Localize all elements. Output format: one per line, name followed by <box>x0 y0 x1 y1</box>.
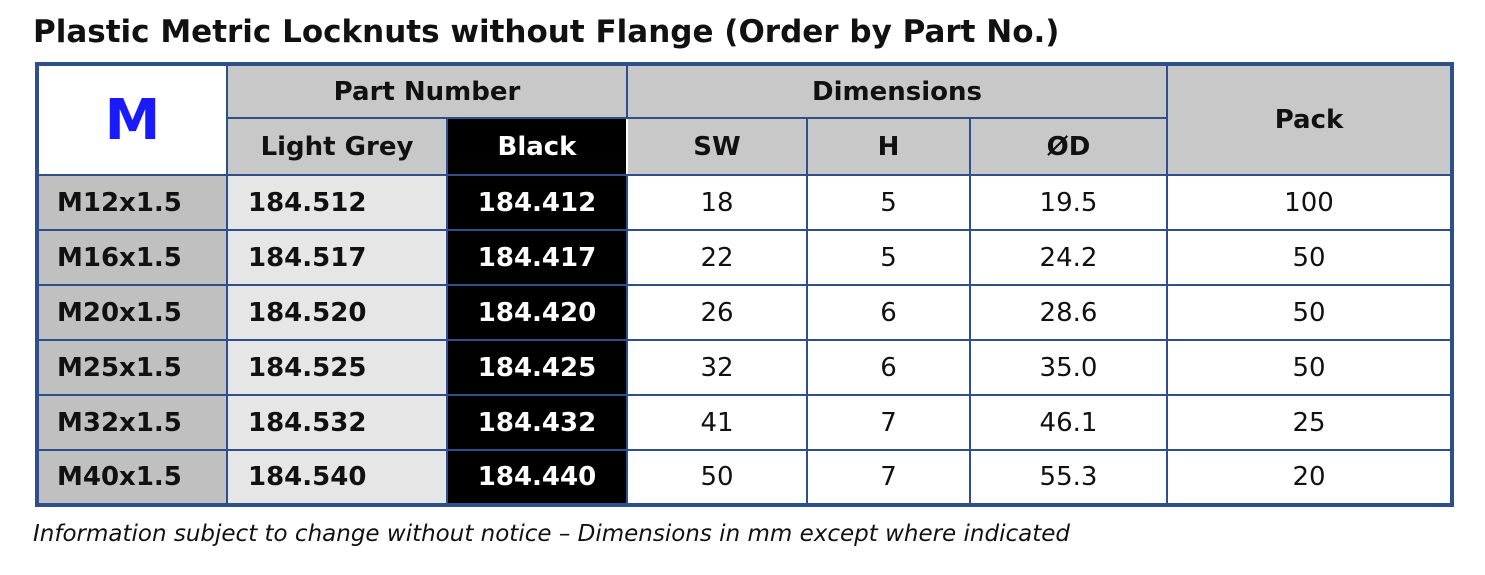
table-body: M Part Number Dimensions Pack Light Grey… <box>36 63 1453 506</box>
cell: 5 <box>806 174 971 231</box>
pack-header: Pack <box>1166 63 1453 176</box>
cell: 184.417 <box>446 229 628 286</box>
cell: 5 <box>806 229 971 286</box>
cell: 22 <box>626 229 808 286</box>
cell: M40x1.5 <box>36 449 228 506</box>
title: Plastic Metric Locknuts without Flange (… <box>33 14 1060 50</box>
cell: 26 <box>626 284 808 341</box>
cell: 100 <box>1166 174 1453 231</box>
cell: 46.1 <box>969 394 1168 451</box>
cell: 32 <box>626 339 808 396</box>
cell: M20x1.5 <box>36 284 228 341</box>
cell: 184.512 <box>226 174 448 231</box>
cell: 6 <box>806 339 971 396</box>
data-row: M25x1.5 184.525 184.425 32 6 35.0 50 <box>36 339 1453 396</box>
group-header: Part Number <box>226 63 628 119</box>
data-row: M40x1.5 184.540 184.440 50 7 55.3 20 <box>36 449 1453 506</box>
cell: M16x1.5 <box>36 229 228 286</box>
subheader: H <box>806 117 971 176</box>
cell: 184.432 <box>446 394 628 451</box>
cell: 24.2 <box>969 229 1168 286</box>
cell: 184.440 <box>446 449 628 506</box>
cell: 184.532 <box>226 394 448 451</box>
cell: M32x1.5 <box>36 394 228 451</box>
cell: 7 <box>806 394 971 451</box>
table: M Part Number Dimensions Pack Light Grey… <box>35 62 1454 507</box>
cell: 55.3 <box>969 449 1168 506</box>
subheader: SW <box>626 117 808 176</box>
cell: 20 <box>1166 449 1453 506</box>
group-header: Dimensions <box>626 63 1168 119</box>
cell: 18 <box>626 174 808 231</box>
subheader: ØD <box>969 117 1168 176</box>
cell: 28.6 <box>969 284 1168 341</box>
subheader: Black <box>446 117 628 176</box>
subheader-row: Light Grey Black SW H ØD <box>37 117 1452 176</box>
cell: 184.425 <box>446 339 628 396</box>
cell: 184.412 <box>446 174 628 231</box>
cell: M12x1.5 <box>36 174 228 231</box>
cell: 19.5 <box>969 174 1168 231</box>
data-row: M32x1.5 184.532 184.432 41 7 46.1 25 <box>36 394 1453 451</box>
cell: 50 <box>1166 229 1453 286</box>
cell: 25 <box>1166 394 1453 451</box>
cell: 7 <box>806 449 971 506</box>
footer-note: Information subject to change without no… <box>33 521 1070 547</box>
data-row: M16x1.5 184.517 184.417 22 5 24.2 50 <box>36 229 1453 286</box>
cell: 41 <box>626 394 808 451</box>
subheader: Light Grey <box>226 117 448 176</box>
data-row: M20x1.5 184.520 184.420 26 6 28.6 50 <box>36 284 1453 341</box>
data-row: M12x1.5 184.512 184.412 18 5 19.5 100 <box>36 174 1453 231</box>
cell: M25x1.5 <box>36 339 228 396</box>
cell: 184.540 <box>226 449 448 506</box>
cell: 50 <box>1166 339 1453 396</box>
header-row: M Part Number Dimensions Pack <box>36 63 1453 176</box>
corner-header: M <box>36 63 228 176</box>
cell: 50 <box>626 449 808 506</box>
cell: 184.525 <box>226 339 448 396</box>
cell: 184.517 <box>226 229 448 286</box>
cell: 184.420 <box>446 284 628 341</box>
cell: 50 <box>1166 284 1453 341</box>
cell: 6 <box>806 284 971 341</box>
cell: 35.0 <box>969 339 1168 396</box>
cell: 184.520 <box>226 284 448 341</box>
